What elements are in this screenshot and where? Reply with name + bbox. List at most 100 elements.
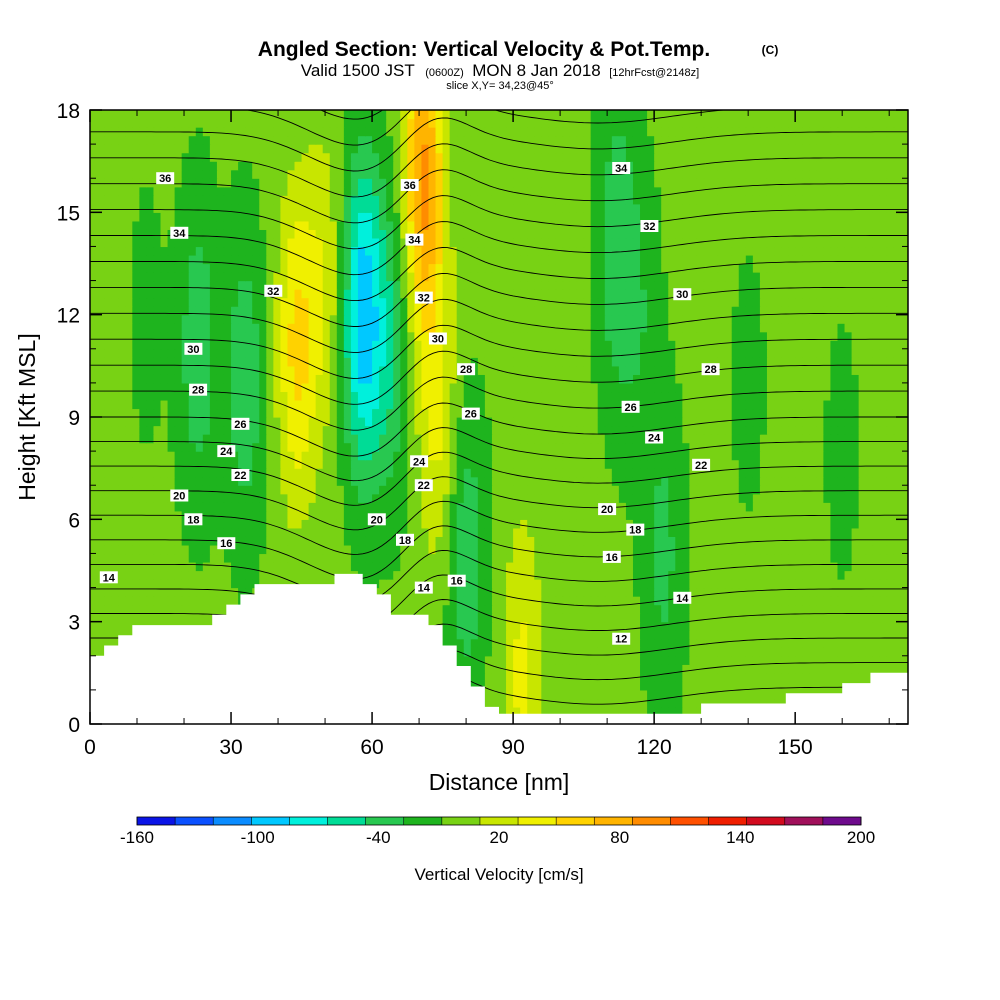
velocity-cell <box>400 408 408 418</box>
velocity-cell <box>710 468 719 478</box>
velocity-cell <box>682 459 690 469</box>
velocity-cell <box>407 596 415 606</box>
velocity-cell <box>576 553 585 563</box>
velocity-cell <box>181 502 190 512</box>
velocity-cell <box>752 681 761 691</box>
velocity-cell <box>520 382 528 393</box>
velocity-cell <box>541 382 549 393</box>
velocity-cell <box>710 544 719 555</box>
velocity-cell <box>315 476 324 486</box>
velocity-cell <box>421 553 430 563</box>
velocity-cell <box>456 399 465 410</box>
velocity-cell <box>632 442 641 452</box>
velocity-cell <box>837 442 846 452</box>
velocity-cell <box>724 459 733 469</box>
velocity-cell <box>527 689 535 700</box>
velocity-cell <box>851 485 860 495</box>
velocity-cell <box>604 510 613 520</box>
velocity-cell <box>301 382 310 393</box>
velocity-cell <box>682 689 690 700</box>
velocity-cell <box>689 502 698 512</box>
velocity-cell <box>816 553 824 563</box>
velocity-cell <box>104 485 112 495</box>
velocity-cell <box>484 459 493 469</box>
velocity-cell <box>576 638 585 648</box>
velocity-cell <box>513 459 521 469</box>
velocity-cell <box>541 664 549 674</box>
velocity-cell <box>259 365 267 375</box>
velocity-cell <box>802 570 810 580</box>
velocity-cell <box>499 399 507 410</box>
velocity-cell <box>774 451 782 461</box>
velocity-cell <box>604 604 613 614</box>
velocity-cell <box>506 570 514 580</box>
velocity-cell <box>202 459 211 469</box>
velocity-cell <box>611 417 620 427</box>
velocity-cell <box>470 613 479 623</box>
velocity-cell <box>174 519 183 529</box>
velocity-cell <box>386 451 394 461</box>
velocity-cell <box>724 579 733 589</box>
velocity-cell <box>851 425 860 435</box>
velocity-cell <box>181 417 190 427</box>
velocity-cell <box>788 374 796 384</box>
velocity-cell <box>442 434 451 444</box>
velocity-cell <box>569 553 578 563</box>
velocity-cell <box>231 459 239 469</box>
velocity-cell <box>759 604 768 614</box>
velocity-cell <box>569 561 578 572</box>
velocity-cell <box>781 510 789 520</box>
velocity-cell <box>745 425 754 435</box>
velocity-cell <box>738 399 747 410</box>
velocity-cell <box>576 544 585 555</box>
velocity-cell <box>590 425 599 435</box>
velocity-cell <box>576 357 585 367</box>
velocity-cell <box>484 638 493 648</box>
velocity-cell <box>520 442 528 452</box>
velocity-cell <box>562 613 571 623</box>
velocity-cell <box>893 596 902 606</box>
velocity-cell <box>872 442 881 452</box>
velocity-cell <box>90 527 98 537</box>
velocity-cell <box>830 451 839 461</box>
velocity-cell <box>245 561 253 572</box>
velocity-cell <box>435 561 444 572</box>
velocity-cell <box>583 476 592 486</box>
velocity-cell <box>724 647 733 657</box>
velocity-cell <box>153 579 162 589</box>
velocity-cell <box>273 536 281 546</box>
velocity-cell <box>661 638 669 648</box>
velocity-cell <box>731 570 740 580</box>
velocity-cell <box>879 442 888 452</box>
velocity-cell <box>703 417 712 427</box>
velocity-cell <box>752 647 761 657</box>
velocity-cell <box>308 391 317 401</box>
velocity-cell <box>470 434 479 444</box>
velocity-cell <box>555 536 564 546</box>
velocity-cell <box>534 527 542 537</box>
velocity-cell <box>513 519 521 529</box>
velocity-cell <box>527 408 535 418</box>
velocity-cell <box>576 459 585 469</box>
velocity-cell <box>259 451 267 461</box>
velocity-cell <box>259 357 267 367</box>
velocity-cell <box>174 468 183 478</box>
velocity-cell <box>766 681 775 691</box>
velocity-cell <box>795 604 803 614</box>
velocity-cell <box>499 706 507 717</box>
velocity-cell <box>280 476 289 486</box>
velocity-cell <box>273 579 281 589</box>
velocity-cell <box>534 357 542 367</box>
velocity-cell <box>752 459 761 469</box>
velocity-cell <box>520 630 528 640</box>
velocity-cell <box>223 391 232 401</box>
velocity-cell <box>788 476 796 486</box>
velocity-cell <box>365 425 373 435</box>
velocity-cell <box>795 459 803 469</box>
velocity-cell <box>527 613 535 623</box>
velocity-cell <box>174 596 183 606</box>
velocity-cell <box>491 570 500 580</box>
velocity-cell <box>696 382 705 393</box>
velocity-cell <box>329 502 338 512</box>
velocity-cell <box>788 596 796 606</box>
